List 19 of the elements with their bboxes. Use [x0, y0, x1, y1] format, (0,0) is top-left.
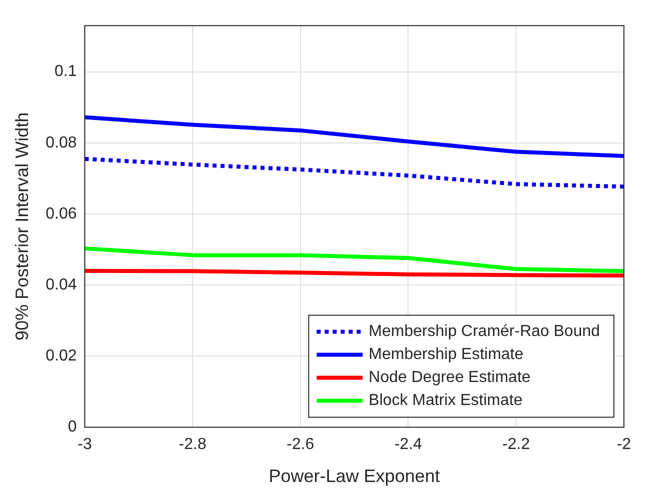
y-tick-label: 0 — [68, 418, 77, 436]
y-tick-label: 0.06 — [46, 205, 77, 222]
x-axis-title: Power-Law Exponent — [268, 466, 440, 486]
x-tick-label: -2.6 — [286, 436, 314, 454]
y-tick-label: 0.08 — [46, 134, 77, 152]
x-tick-label: -2.4 — [394, 436, 422, 454]
y-tick-label: 0.1 — [54, 63, 77, 80]
x-tick-label: -2 — [616, 436, 632, 454]
y-tick-label: 0.02 — [46, 348, 77, 365]
y-axis-title: 90% Posterior Interval Width — [12, 112, 32, 340]
legend-label: Membership Estimate — [368, 346, 524, 364]
line-series — [84, 156, 624, 189]
x-tick-label: -2.2 — [502, 436, 530, 454]
x-tick-label: -2.8 — [178, 436, 206, 454]
y-tick-label: 0.04 — [46, 276, 77, 294]
x-tick-label: -3 — [78, 436, 92, 454]
legend-label: Node Degree Estimate — [368, 369, 531, 386]
legend-label: Membership Cramér-Rao Bound — [368, 323, 600, 340]
legend-label: Block Matrix Estimate — [368, 392, 523, 410]
